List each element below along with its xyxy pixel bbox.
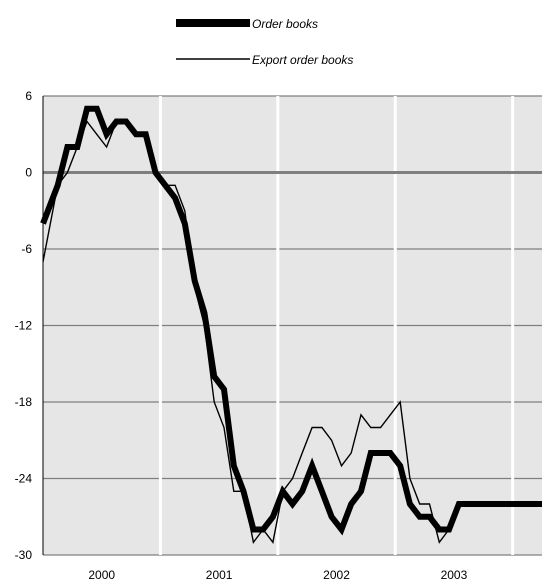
x-tick-label: 2002: [323, 568, 350, 582]
x-tick-label: 2001: [206, 568, 233, 582]
y-tick-label: -18: [15, 395, 33, 409]
legend: Order books Export order books: [176, 17, 353, 67]
y-tick-label: -30: [15, 548, 33, 562]
y-tick-label: -12: [15, 319, 33, 333]
series-lines: [40, 105, 542, 544]
y-tick-label: 6: [25, 89, 32, 103]
tick-labels: 6 0 -6 -12 -18 -24 -30 2000 2001 2002 2003: [15, 89, 468, 582]
y-tick-label: -24: [15, 472, 33, 486]
series-line-export-order-books: [42, 120, 450, 544]
y-tick-label: 0: [25, 166, 32, 180]
legend-label-order-books: Order books: [252, 17, 318, 31]
axes: [42, 96, 542, 555]
legend-label-export-order-books: Export order books: [252, 53, 353, 67]
x-tick-label: 2003: [441, 568, 468, 582]
gridlines: [43, 95, 542, 556]
x-tick-label: 2000: [88, 568, 115, 582]
y-tick-label: -6: [21, 242, 32, 256]
